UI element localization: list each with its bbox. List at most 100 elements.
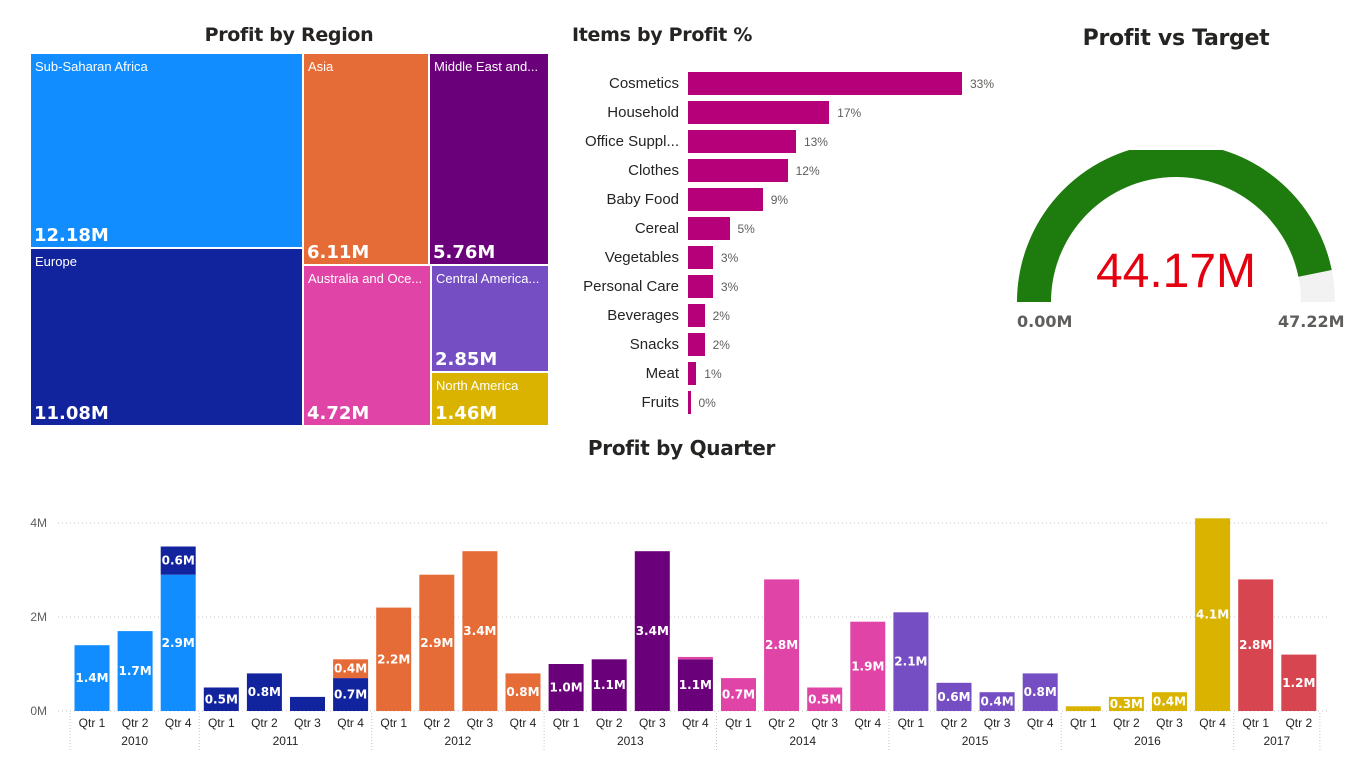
bar-value-label: 1.1M bbox=[679, 678, 712, 692]
stack-value-label: 0.4M bbox=[334, 662, 367, 676]
quarter-bar[interactable] bbox=[203, 687, 239, 712]
tile-value: 12.18M bbox=[34, 225, 109, 246]
bar-value-label: 2.9M bbox=[162, 636, 195, 650]
treemap-tile-europe[interactable]: Europe 11.08M bbox=[30, 248, 303, 426]
quarter-bar[interactable] bbox=[505, 673, 541, 711]
treemap-tile-north-america[interactable]: North America 1.46M bbox=[431, 372, 549, 426]
item-bar[interactable] bbox=[688, 72, 962, 95]
quarter-tick-label: Qtr 2 bbox=[1113, 716, 1140, 730]
year-tick-label: 2015 bbox=[962, 734, 989, 748]
quarter-bar[interactable] bbox=[376, 607, 412, 711]
bar-value-label: 2.2M bbox=[377, 652, 410, 666]
year-tick-label: 2012 bbox=[445, 734, 472, 748]
bar-value-label: 1.9M bbox=[851, 659, 884, 673]
quarter-bar-stack[interactable] bbox=[677, 656, 713, 660]
item-bar[interactable] bbox=[688, 275, 713, 298]
quarter-bar[interactable] bbox=[850, 621, 886, 711]
quarter-bar[interactable] bbox=[1022, 673, 1058, 711]
quarter-bar[interactable] bbox=[1108, 696, 1144, 711]
bar-value-label: 0.8M bbox=[506, 685, 539, 699]
quarter-bar[interactable] bbox=[117, 631, 153, 711]
quarter-tick-label: Qtr 1 bbox=[380, 716, 407, 730]
gauge-max-label: 47.22M bbox=[1278, 312, 1345, 331]
item-bar[interactable] bbox=[688, 188, 763, 211]
quarter-bar-stack[interactable] bbox=[160, 546, 196, 575]
item-bar[interactable] bbox=[688, 333, 705, 356]
quarter-bar[interactable] bbox=[1065, 706, 1101, 711]
item-label: Meat bbox=[645, 365, 679, 382]
quarter-tick-label: Qtr 4 bbox=[854, 716, 881, 730]
item-label: Baby Food bbox=[606, 191, 679, 208]
item-bar[interactable] bbox=[688, 362, 697, 385]
item-bar[interactable] bbox=[688, 130, 796, 153]
gauge-fill[interactable] bbox=[1017, 150, 1332, 303]
bar-value-label: 0.6M bbox=[937, 690, 970, 704]
quarter-tick-label: Qtr 1 bbox=[208, 716, 235, 730]
bar-value-label: 1.0M bbox=[549, 681, 582, 695]
tile-value: 11.08M bbox=[34, 403, 109, 424]
quarter-tick-label: Qtr 3 bbox=[1156, 716, 1183, 730]
quarter-bar[interactable] bbox=[290, 696, 325, 711]
quarter-tick-label: Qtr 1 bbox=[1242, 716, 1269, 730]
quarter-bar[interactable] bbox=[462, 551, 498, 711]
quarter-bar[interactable] bbox=[419, 574, 455, 711]
item-label: Cereal bbox=[634, 220, 679, 237]
treemap-tile-asia[interactable]: Asia 6.11M bbox=[303, 53, 429, 265]
quarter-bar[interactable] bbox=[979, 692, 1015, 711]
tile-name: North America bbox=[436, 378, 519, 393]
y-tick-label: 0M bbox=[30, 704, 47, 718]
bar-value-label: 0.3M bbox=[1110, 697, 1143, 711]
quarter-bar[interactable] bbox=[1281, 654, 1317, 711]
quarter-bar[interactable] bbox=[893, 612, 929, 711]
bar-value-label: 0.5M bbox=[205, 692, 238, 706]
quarter-bar[interactable] bbox=[936, 682, 972, 711]
gauge-min-label: 0.00M bbox=[1017, 312, 1073, 331]
item-bar[interactable] bbox=[688, 159, 788, 182]
item-bar[interactable] bbox=[688, 391, 691, 414]
quarter-bar[interactable] bbox=[1152, 692, 1187, 711]
quarter-chart-title: Profit by Quarter bbox=[587, 436, 776, 460]
quarter-bar[interactable] bbox=[721, 678, 756, 711]
y-tick-label: 2M bbox=[30, 610, 47, 624]
tile-name: Asia bbox=[308, 59, 334, 74]
quarter-bar[interactable] bbox=[677, 659, 713, 711]
quarter-tick-label: Qtr 3 bbox=[811, 716, 838, 730]
quarter-bar[interactable] bbox=[1238, 579, 1274, 711]
item-value-label: 12% bbox=[795, 164, 820, 178]
treemap-title: Profit by Region bbox=[204, 24, 374, 46]
quarter-bar[interactable] bbox=[246, 673, 282, 711]
quarter-bar[interactable] bbox=[333, 678, 369, 711]
quarter-bar[interactable] bbox=[591, 659, 627, 711]
quarter-tick-label: Qtr 3 bbox=[294, 716, 321, 730]
item-bar[interactable] bbox=[688, 246, 713, 269]
quarter-bar[interactable] bbox=[548, 664, 584, 711]
item-bar[interactable] bbox=[688, 217, 730, 240]
year-tick-label: 2013 bbox=[617, 734, 644, 748]
quarter-bar[interactable] bbox=[74, 645, 110, 711]
item-value-label: 13% bbox=[803, 135, 828, 149]
item-bar[interactable] bbox=[688, 304, 705, 327]
quarter-bar[interactable] bbox=[807, 687, 843, 712]
bar-value-label: 0.7M bbox=[722, 688, 755, 702]
quarter-bar-stack[interactable] bbox=[333, 659, 369, 679]
quarter-tick-label: Qtr 4 bbox=[682, 716, 709, 730]
treemap-tile-australia[interactable]: Australia and Oce... 4.72M bbox=[303, 265, 431, 426]
treemap-tile-sub-saharan-africa[interactable]: Sub-Saharan Africa 12.18M bbox=[30, 53, 303, 248]
year-tick-label: 2010 bbox=[121, 734, 148, 748]
quarter-bar[interactable] bbox=[160, 574, 196, 711]
treemap-tile-central-america[interactable]: Central America... 2.85M bbox=[431, 265, 549, 372]
bar-value-label: 3.4M bbox=[463, 624, 496, 638]
quarter-bar[interactable] bbox=[634, 551, 670, 711]
y-tick-label: 4M bbox=[30, 516, 47, 530]
profit-gauge bbox=[1017, 150, 1335, 303]
quarter-bar[interactable] bbox=[1195, 518, 1231, 711]
quarter-bar[interactable] bbox=[764, 579, 800, 711]
treemap-tile-middle-east[interactable]: Middle East and... 5.76M bbox=[429, 53, 549, 265]
item-value-label: 1% bbox=[704, 367, 722, 381]
bar-value-label: 0.4M bbox=[980, 695, 1013, 709]
quarter-tick-label: Qtr 2 bbox=[423, 716, 450, 730]
quarter-tick-label: Qtr 4 bbox=[1199, 716, 1226, 730]
quarter-tick-label: Qtr 1 bbox=[1070, 716, 1097, 730]
tile-value: 1.46M bbox=[435, 403, 498, 424]
item-bar[interactable] bbox=[688, 101, 830, 124]
